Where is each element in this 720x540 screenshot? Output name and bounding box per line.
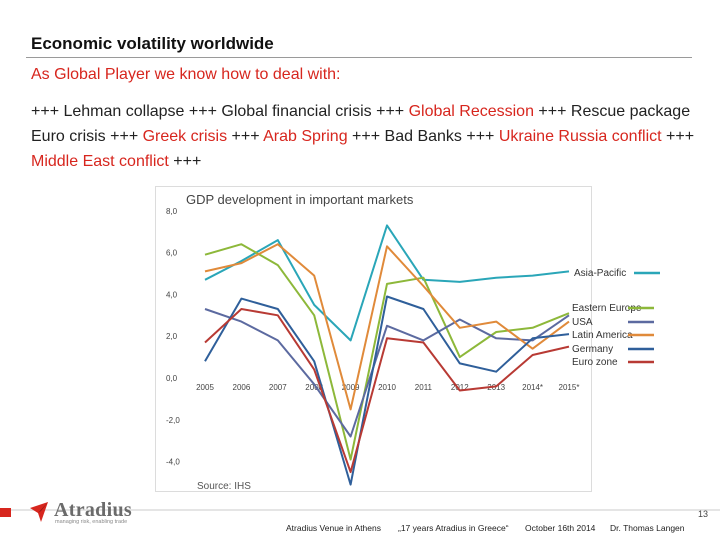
x-tick-label: 2013 [487,383,505,392]
series-line-usa [204,308,570,438]
ticker-segment: +++ [227,128,264,145]
footer-date: October 16th 2014 [525,523,596,533]
y-tick-label: 6,0 [166,249,178,258]
atradius-logo: Atradius managing risk, enabling trade [28,499,138,527]
x-tick-label: 2010 [378,383,396,392]
footer-accent-bar [0,508,11,517]
legend-label: Euro zone [572,357,618,368]
ticker-segment: Global Recession [408,103,534,120]
footer-event: Atradius Venue in Athens [286,523,381,533]
ticker-segment: Middle East conflict [31,153,169,170]
footer-speaker: Dr. Thomas Langen [610,523,685,533]
x-tick-label: 2014* [522,383,543,392]
footer-divider [0,509,720,511]
x-tick-label: 2009 [342,383,360,392]
y-tick-label: 8,0 [166,207,178,216]
logo-wordmark: Atradius [54,499,132,521]
legend-label: USA [572,317,593,328]
title-divider [26,57,692,58]
chart-title: GDP development in important markets [186,192,414,207]
crisis-ticker-text: +++ Lehman collapse +++ Global financial… [31,99,711,174]
slide-title: Economic volatility worldwide [31,34,274,53]
ticker-segment: +++ Rescue package Euro crisis +++ [31,103,691,145]
x-tick-label: 2015* [559,383,580,392]
x-tick-label: 2005 [196,383,214,392]
series-line-latin-america [204,243,570,411]
legend-label: Eastern Europe [572,303,642,314]
series-line-germany [204,295,570,486]
y-tick-label: -4,0 [166,458,180,467]
legend-label: Latin America [572,330,633,341]
ticker-segment: Arab Spring [263,128,348,145]
x-tick-label: 2006 [233,383,251,392]
series-line-euro-zone [204,308,570,474]
chart-source: Source: IHS [197,481,251,492]
series-line-asia-pacific [204,224,570,342]
footer-talk-title: „17 years Atradius in Greece“ [398,523,509,533]
y-tick-label: 0,0 [166,374,178,383]
ticker-segment: +++ Lehman collapse +++ Global financial… [31,103,409,120]
ticker-segment: +++ [168,153,202,170]
x-tick-label: 2008 [305,383,323,392]
ticker-segment: +++ [661,128,695,145]
ticker-segment: Greek crisis [142,128,228,145]
legend-label: Germany [572,344,613,355]
legend-label: Asia-Pacific [574,268,626,279]
atradius-logo-icon [30,502,48,522]
y-tick-label: 4,0 [166,290,178,299]
y-tick-label: 2,0 [166,332,178,341]
y-tick-label: -2,0 [166,416,180,425]
x-tick-label: 2011 [415,383,433,392]
logo-tagline: managing risk, enabling trade [55,519,128,525]
ticker-segment: +++ Bad Banks +++ [347,128,499,145]
slide-subtitle: As Global Player we know how to deal wit… [31,66,341,83]
page-number: 13 [698,509,709,519]
x-tick-label: 2012 [451,383,469,392]
ticker-segment: Ukraine Russia conflict [498,128,662,145]
x-tick-label: 2007 [269,383,287,392]
